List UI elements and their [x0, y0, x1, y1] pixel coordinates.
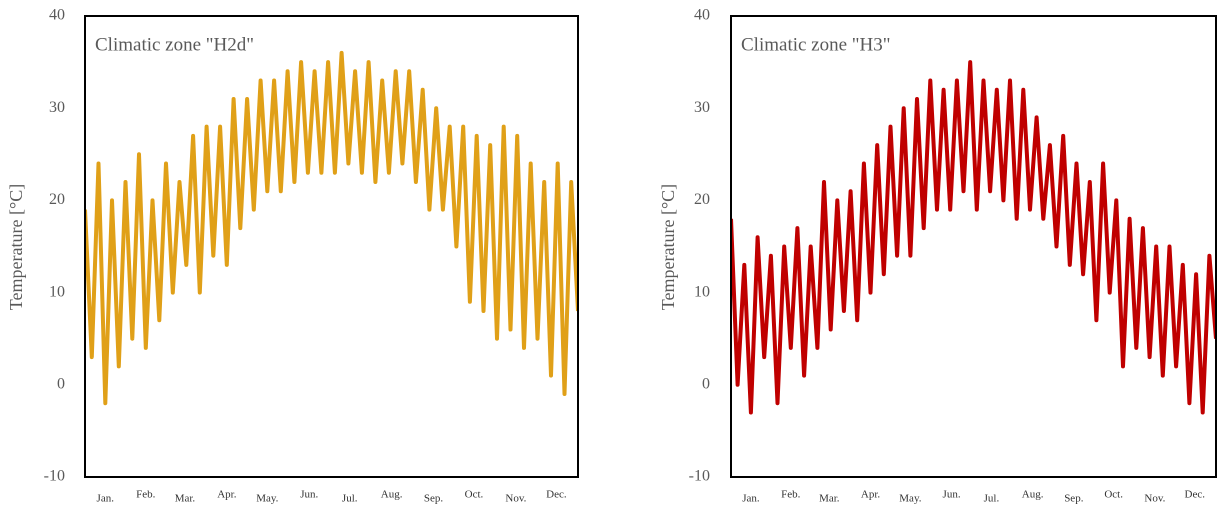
y-tick-label: 30: [694, 99, 710, 116]
y-tick-label: 40: [694, 7, 710, 24]
x-tick-label: Jul.: [984, 493, 1000, 505]
x-tick-label: Dec.: [546, 489, 567, 501]
plot-area: [85, 50, 578, 406]
plot-frame: [730, 15, 1217, 478]
x-tick-label: Feb.: [781, 489, 801, 501]
x-tick-label: Nov.: [505, 493, 526, 505]
x-tick-label: May.: [256, 493, 278, 505]
y-tick-label: 40: [49, 7, 65, 24]
y-tick-label: 10: [49, 283, 65, 300]
y-tick-label: 0: [702, 375, 710, 392]
x-tick-label: Sep.: [1064, 493, 1084, 505]
x-tick-label: Feb.: [136, 489, 156, 501]
x-tick-label: Jan.: [742, 493, 760, 505]
y-tick-label: 0: [57, 375, 65, 392]
plot-frame: [84, 15, 579, 478]
x-tick-label: Mar.: [819, 493, 840, 505]
x-tick-label: Nov.: [1144, 493, 1165, 505]
x-tick-label: Jul.: [342, 493, 358, 505]
temperature-line: [731, 60, 1216, 415]
y-tick-label: 10: [694, 283, 710, 300]
y-tick-label: 30: [49, 99, 65, 116]
x-tick-label: May.: [899, 493, 921, 505]
y-tick-label: 20: [694, 191, 710, 208]
y-tick-label: -10: [689, 468, 710, 485]
x-tick-label: Jan.: [97, 493, 115, 505]
x-tick-label: Apr.: [217, 489, 237, 501]
x-tick-label: Oct.: [1104, 489, 1123, 501]
y-tick-label: 20: [49, 191, 65, 208]
x-tick-label: Sep.: [424, 493, 444, 505]
x-tick-label: Jun.: [300, 489, 318, 501]
y-axis-label: Temperature [°C]: [6, 184, 26, 310]
x-tick-label: Aug.: [1022, 489, 1044, 501]
x-tick-label: Jun.: [943, 489, 961, 501]
x-tick-label: Mar.: [175, 493, 196, 505]
x-tick-label: Apr.: [861, 489, 881, 501]
plot-area: [731, 60, 1216, 415]
y-tick-label: -10: [44, 468, 65, 485]
x-tick-label: Aug.: [381, 489, 403, 501]
chart-title: Climatic zone "H3": [741, 34, 891, 55]
y-axis-label: Temperature [°C]: [658, 184, 678, 310]
x-tick-label: Dec.: [1185, 489, 1206, 501]
x-tick-label: Oct.: [465, 489, 484, 501]
chart-title: Climatic zone "H2d": [95, 34, 254, 55]
temperature-line: [85, 50, 578, 406]
